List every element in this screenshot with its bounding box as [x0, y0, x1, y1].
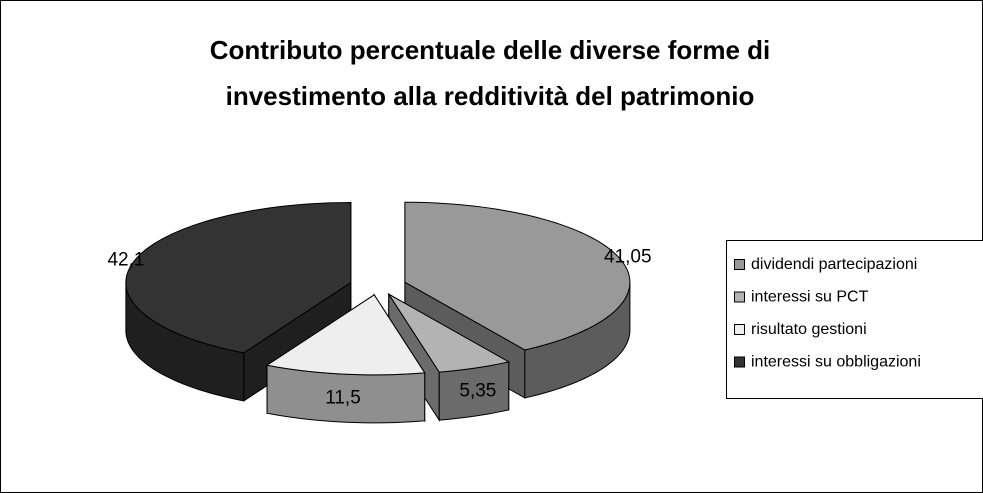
data-label: 5,35 [459, 381, 496, 402]
chart-title: Contributo percentuale delle diverse for… [210, 35, 771, 65]
chart-title: investimento alla redditività del patrim… [226, 81, 755, 111]
legend-swatch [734, 356, 745, 368]
legend-box [726, 240, 983, 399]
data-label: 11,5 [325, 388, 361, 409]
legend-label: interessi su obbligazioni [751, 354, 921, 371]
legend-label: risultato gestioni [751, 321, 867, 338]
slice [388, 293, 511, 373]
legend-swatch [734, 324, 745, 335]
data-label: 41,05 [604, 246, 652, 267]
legend-swatch [734, 291, 745, 303]
legend-label: interessi su PCT [751, 289, 869, 306]
slice [265, 294, 426, 376]
legend-swatch [734, 259, 745, 270]
legend-label: dividendi partecipazioni [751, 256, 917, 273]
slice [125, 202, 352, 354]
data-label: 42,1 [107, 249, 144, 270]
slice [404, 201, 631, 351]
